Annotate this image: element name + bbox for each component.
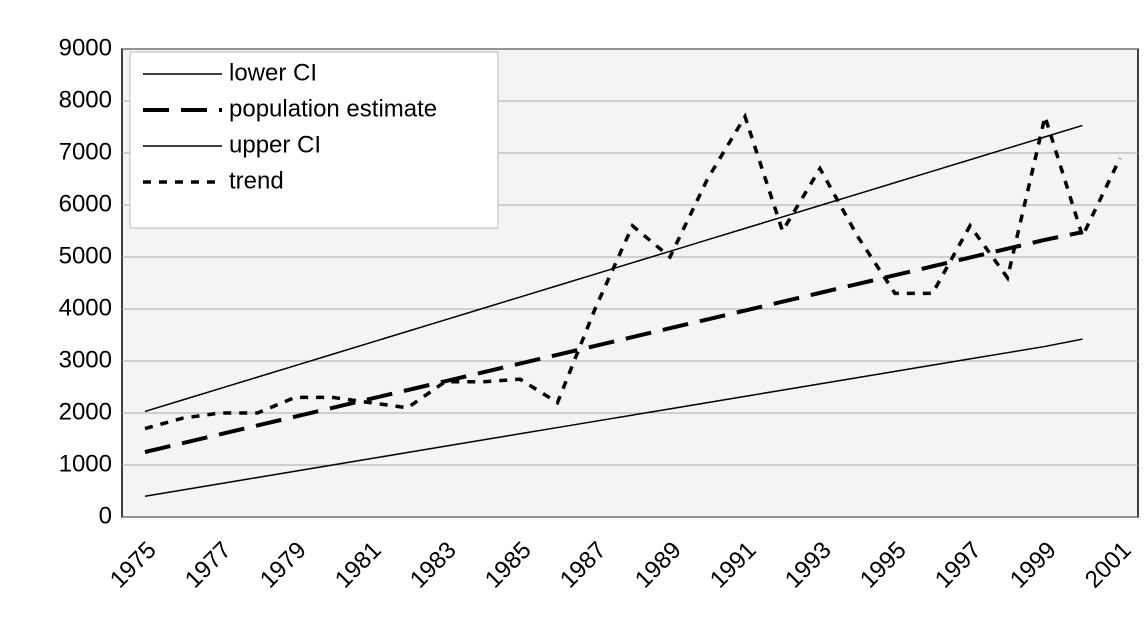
legend-label: trend bbox=[229, 167, 284, 194]
x-tick-label: 1981 bbox=[330, 537, 387, 594]
line-series bbox=[144, 109, 1122, 431]
x-tick-label: 1997 bbox=[930, 537, 987, 594]
y-tick-label: 2000 bbox=[59, 398, 112, 425]
x-tick-label: 1995 bbox=[855, 537, 912, 594]
y-tick-label: 6000 bbox=[59, 190, 112, 217]
y-tick-label: 8000 bbox=[59, 86, 112, 113]
x-tick-label: 1993 bbox=[780, 537, 837, 594]
y-tick-label: 9000 bbox=[59, 34, 112, 61]
legend-box bbox=[129, 51, 499, 229]
x-tick-label: 1975 bbox=[105, 537, 162, 594]
x-tick-label: 1979 bbox=[255, 537, 312, 594]
legend-label: population estimate bbox=[229, 95, 437, 122]
x-tick-label: 2001 bbox=[1080, 537, 1137, 594]
x-tick-label: 1977 bbox=[180, 537, 237, 594]
line-series bbox=[144, 338, 1083, 497]
y-tick-label: 5000 bbox=[59, 242, 112, 269]
x-tick-label: 1989 bbox=[630, 537, 687, 594]
y-tick-label: 7000 bbox=[59, 138, 112, 165]
legend-label: lower CI bbox=[229, 59, 317, 86]
x-tick-label: 1985 bbox=[480, 537, 537, 594]
y-tick-label: 3000 bbox=[59, 346, 112, 373]
x-tick-label: 1999 bbox=[1005, 537, 1062, 594]
y-tick-label: 4000 bbox=[59, 294, 112, 321]
line-series bbox=[144, 230, 1083, 454]
x-tick-label: 1983 bbox=[405, 537, 462, 594]
legend-label: upper CI bbox=[229, 131, 321, 158]
y-tick-label: 1000 bbox=[59, 450, 112, 477]
y-tick-label: 0 bbox=[99, 502, 112, 529]
x-tick-label: 1987 bbox=[555, 537, 612, 594]
x-tick-label: 1991 bbox=[705, 537, 762, 594]
